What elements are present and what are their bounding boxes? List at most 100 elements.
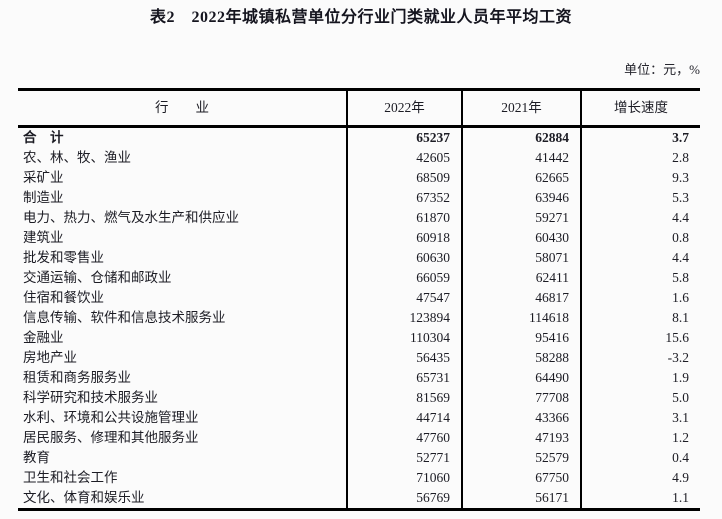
- table-body: 合 计 65237 62884 3.7 农、林、牧、渔业 42605 41442…: [18, 128, 700, 508]
- wage-2022-cell: 47760: [348, 428, 463, 448]
- table-row: 房地产业 56435 58288 -3.2: [18, 348, 700, 368]
- wage-2022-cell: 47547: [348, 288, 463, 308]
- table-row: 水利、环境和公共设施管理业 44714 43366 3.1: [18, 408, 700, 428]
- industry-name-cell: 信息传输、软件和信息技术服务业: [18, 308, 348, 328]
- wage-2021-cell: 77708: [463, 388, 582, 408]
- industry-name-cell: 农、林、牧、渔业: [18, 148, 348, 168]
- column-header-growth-rate: 增长速度: [614, 100, 668, 115]
- industry-name-cell: 租赁和商务服务业: [18, 368, 348, 388]
- industry-name-cell: 房地产业: [18, 348, 348, 368]
- table-row: 教育 52771 52579 0.4: [18, 448, 700, 468]
- industry-name-cell: 批发和零售业: [18, 248, 348, 268]
- wage-2022-cell: 67352: [348, 188, 463, 208]
- industry-name-cell: 采矿业: [18, 168, 348, 188]
- table-row: 居民服务、修理和其他服务业 47760 47193 1.2: [18, 428, 700, 448]
- table-row: 制造业 67352 63946 5.3: [18, 188, 700, 208]
- wage-2021-cell: 60430: [463, 228, 582, 248]
- industry-name-cell: 制造业: [18, 188, 348, 208]
- growth-rate-cell: 0.4: [672, 450, 689, 465]
- table-row: 交通运输、仓储和邮政业 66059 62411 5.8: [18, 268, 700, 288]
- growth-rate-cell: 5.0: [672, 390, 689, 405]
- wage-2021-cell: 58071: [463, 248, 582, 268]
- growth-rate-cell: 2.8: [672, 150, 689, 165]
- growth-rate-cell: 3.7: [672, 130, 689, 145]
- table-row: 科学研究和技术服务业 81569 77708 5.0: [18, 388, 700, 408]
- wage-2022-cell: 123894: [348, 308, 463, 328]
- growth-rate-cell: 1.2: [672, 430, 689, 445]
- table-row: 租赁和商务服务业 65731 64490 1.9: [18, 368, 700, 388]
- wage-2021-cell: 58288: [463, 348, 582, 368]
- wage-2022-cell: 66059: [348, 268, 463, 288]
- wage-2021-cell: 67750: [463, 468, 582, 488]
- growth-rate-cell: 15.6: [665, 330, 689, 345]
- growth-rate-cell: 3.1: [672, 410, 689, 425]
- growth-rate-cell: 4.9: [672, 470, 689, 485]
- wage-2021-cell: 62884: [463, 128, 582, 148]
- table-row: 电力、热力、燃气及水生产和供应业 61870 59271 4.4: [18, 208, 700, 228]
- industry-name-cell: 住宿和餐饮业: [18, 288, 348, 308]
- growth-rate-cell: 1.9: [672, 370, 689, 385]
- table-row: 金融业 110304 95416 15.6: [18, 328, 700, 348]
- growth-rate-cell: 9.3: [672, 170, 689, 185]
- wage-2022-cell: 56435: [348, 348, 463, 368]
- wage-2021-cell: 114618: [463, 308, 582, 328]
- wage-2021-cell: 43366: [463, 408, 582, 428]
- wage-2022-cell: 65731: [348, 368, 463, 388]
- unit-note: 单位：元，%: [624, 62, 700, 77]
- wage-2022-cell: 42605: [348, 148, 463, 168]
- table-row: 卫生和社会工作 71060 67750 4.9: [18, 468, 700, 488]
- industry-name-cell: 文化、体育和娱乐业: [18, 488, 348, 508]
- wage-2021-cell: 64490: [463, 368, 582, 388]
- table-row: 批发和零售业 60630 58071 4.4: [18, 248, 700, 268]
- wage-2021-cell: 62665: [463, 168, 582, 188]
- wage-2022-cell: 56769: [348, 488, 463, 508]
- industry-name-cell: 电力、热力、燃气及水生产和供应业: [18, 208, 348, 228]
- growth-rate-cell: 5.8: [672, 270, 689, 285]
- wage-2021-cell: 52579: [463, 448, 582, 468]
- wage-2021-cell: 56171: [463, 488, 582, 508]
- table-row: 农、林、牧、渔业 42605 41442 2.8: [18, 148, 700, 168]
- table-header-row: 行 业 2022年 2021年 增长速度: [18, 91, 700, 128]
- wage-2021-cell: 46817: [463, 288, 582, 308]
- table-row: 合 计 65237 62884 3.7: [18, 128, 700, 148]
- wage-2022-cell: 60918: [348, 228, 463, 248]
- wage-2022-cell: 68509: [348, 168, 463, 188]
- growth-rate-cell: 1.1: [672, 490, 689, 505]
- column-header-industry: 行 业: [18, 91, 348, 125]
- wage-2022-cell: 71060: [348, 468, 463, 488]
- wage-2022-cell: 52771: [348, 448, 463, 468]
- wage-2022-cell: 65237: [348, 128, 463, 148]
- growth-rate-cell: 4.4: [672, 210, 689, 225]
- growth-rate-cell: 8.1: [672, 310, 689, 325]
- column-header-2021: 2021年: [463, 91, 582, 125]
- industry-name-cell: 卫生和社会工作: [18, 468, 348, 488]
- industry-name-cell: 交通运输、仓储和邮政业: [18, 268, 348, 288]
- wage-2022-cell: 110304: [348, 328, 463, 348]
- wage-2021-cell: 47193: [463, 428, 582, 448]
- wage-2022-cell: 60630: [348, 248, 463, 268]
- industry-name-cell: 居民服务、修理和其他服务业: [18, 428, 348, 448]
- table-row: 文化、体育和娱乐业 56769 56171 1.1: [18, 488, 700, 508]
- wage-2021-cell: 63946: [463, 188, 582, 208]
- table-row: 住宿和餐饮业 47547 46817 1.6: [18, 288, 700, 308]
- growth-rate-cell: 1.6: [672, 290, 689, 305]
- wage-2022-cell: 61870: [348, 208, 463, 228]
- wage-2021-cell: 95416: [463, 328, 582, 348]
- growth-rate-cell: 5.3: [672, 190, 689, 205]
- wage-2022-cell: 81569: [348, 388, 463, 408]
- wage-table: 行 业 2022年 2021年 增长速度 合 计 65237 62884 3.7…: [18, 88, 700, 511]
- wage-2021-cell: 62411: [463, 268, 582, 288]
- industry-name-cell: 科学研究和技术服务业: [18, 388, 348, 408]
- table-row: 信息传输、软件和信息技术服务业 123894 114618 8.1: [18, 308, 700, 328]
- industry-name-cell: 教育: [18, 448, 348, 468]
- growth-rate-cell: -3.2: [667, 350, 689, 365]
- industry-name-cell: 建筑业: [18, 228, 348, 248]
- wage-2021-cell: 59271: [463, 208, 582, 228]
- wage-2022-cell: 44714: [348, 408, 463, 428]
- page-title: 表2 2022年城镇私营单位分行业门类就业人员年平均工资: [149, 9, 572, 26]
- column-header-2022: 2022年: [348, 91, 463, 125]
- growth-rate-cell: 4.4: [672, 250, 689, 265]
- industry-name-cell: 水利、环境和公共设施管理业: [18, 408, 348, 428]
- wage-2021-cell: 41442: [463, 148, 582, 168]
